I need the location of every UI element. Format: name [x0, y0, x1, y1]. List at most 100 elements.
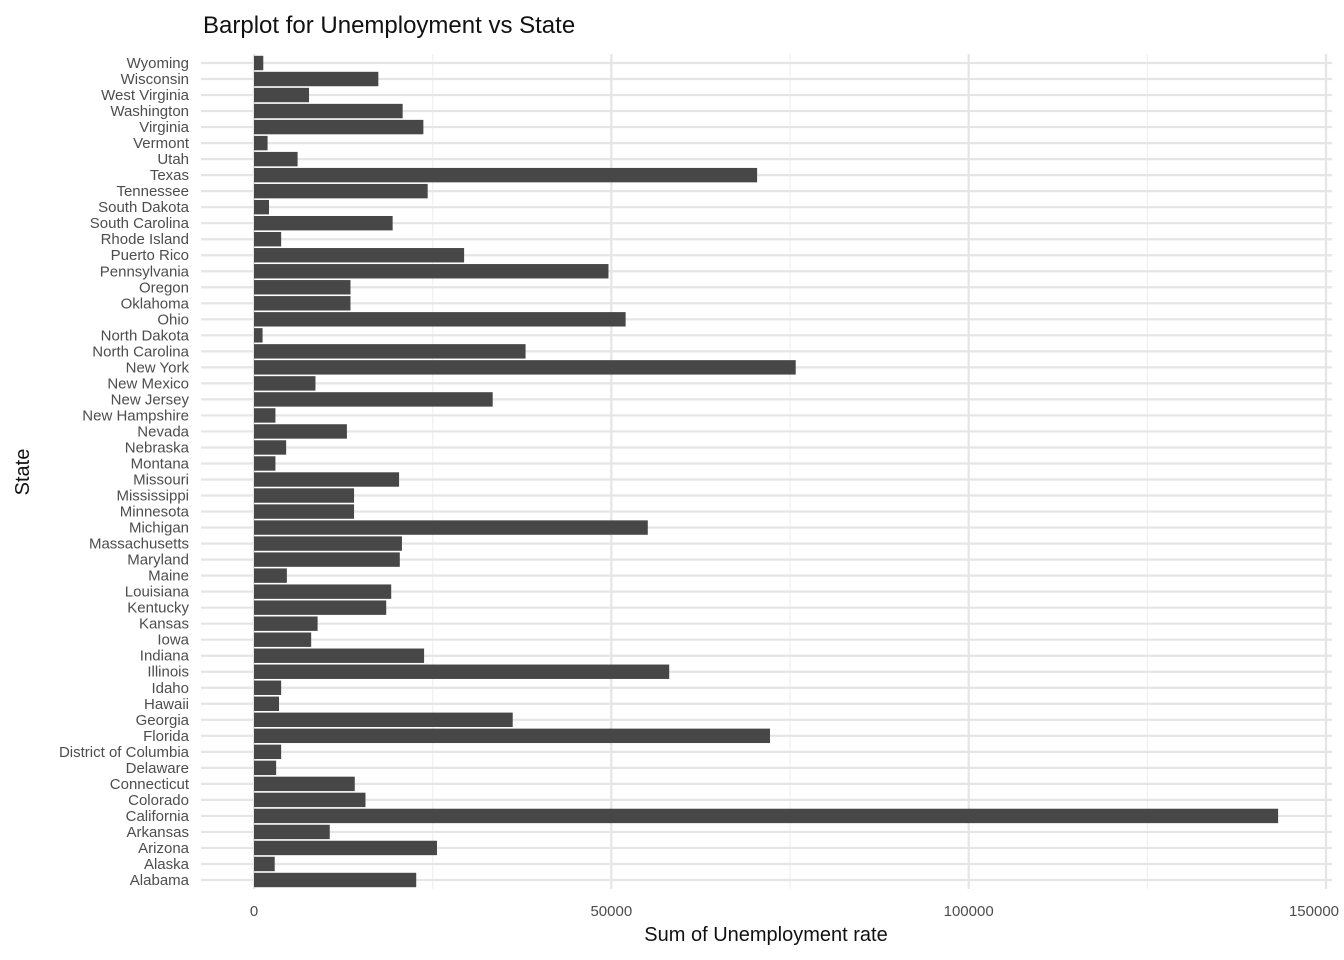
bar-alabama	[254, 872, 417, 888]
y-tick-label: Kansas	[139, 616, 189, 633]
bar-ohio	[254, 312, 626, 327]
y-tick-label: Washington	[110, 103, 189, 120]
y-tick-label: South Carolina	[90, 215, 190, 232]
y-tick-label: Massachusetts	[89, 536, 189, 553]
bar-pennsylvania	[254, 264, 609, 279]
bar-florida	[254, 728, 770, 744]
bar-oregon	[254, 280, 351, 295]
bar-kansas	[254, 616, 318, 631]
y-tick-label: Maryland	[127, 552, 189, 569]
y-tick-label: Florida	[143, 728, 190, 745]
y-tick-label: Indiana	[140, 648, 190, 665]
bar-illinois	[254, 664, 670, 679]
y-tick-label: North Dakota	[101, 327, 190, 344]
x-tick-label: 150000	[1289, 903, 1339, 920]
y-tick-label: Virginia	[139, 119, 189, 136]
bar-district-of-columbia	[254, 744, 282, 760]
bar-wisconsin	[254, 71, 379, 87]
y-tick-labels: AlabamaAlaskaArizonaArkansasCaliforniaCo…	[59, 55, 190, 889]
bar-new-jersey	[254, 392, 493, 407]
bar-west-virginia	[254, 87, 310, 103]
bar-delaware	[254, 760, 277, 776]
y-tick-label: Ohio	[157, 311, 189, 328]
bar-north-carolina	[254, 344, 526, 359]
y-tick-label: Idaho	[151, 680, 189, 697]
bar-maine	[254, 568, 287, 583]
y-tick-label: North Carolina	[92, 343, 189, 360]
bar-arizona	[254, 840, 437, 856]
bar-montana	[254, 456, 276, 471]
y-tick-label: Arkansas	[126, 824, 189, 841]
bar-south-carolina	[254, 215, 393, 231]
y-tick-label: Hawaii	[144, 696, 189, 713]
bar-hawaii	[254, 696, 280, 711]
y-tick-label: New Mexico	[107, 375, 189, 392]
y-tick-label: Wisconsin	[121, 71, 189, 88]
y-tick-label: Vermont	[133, 135, 190, 152]
bar-idaho	[254, 680, 282, 695]
y-tick-label: Mississippi	[116, 488, 189, 505]
y-tick-label: Nebraska	[125, 439, 190, 456]
x-axis-title: Sum of Unemployment rate	[644, 924, 887, 946]
y-tick-label: Alabama	[130, 872, 190, 889]
y-tick-label: Delaware	[126, 760, 189, 777]
bar-south-dakota	[254, 199, 270, 215]
bar-tennessee	[254, 183, 428, 199]
y-tick-label: District of Columbia	[59, 744, 190, 761]
bar-minnesota	[254, 504, 355, 519]
bar-connecticut	[254, 776, 355, 792]
y-tick-label: Missouri	[133, 472, 189, 489]
y-tick-label: Oklahoma	[121, 295, 190, 312]
y-tick-label: Kentucky	[127, 600, 189, 617]
bar-washington	[254, 103, 403, 119]
y-tick-label: Colorado	[128, 792, 189, 809]
y-tick-label: California	[126, 808, 190, 825]
x-tick-label: 0	[250, 903, 258, 920]
bar-new-hampshire	[254, 408, 276, 423]
y-tick-label: Nevada	[137, 423, 189, 440]
y-tick-label: West Virginia	[101, 87, 189, 104]
bar-texas	[254, 167, 758, 183]
y-tick-label: Michigan	[129, 520, 189, 537]
y-tick-label: Louisiana	[125, 584, 190, 601]
y-tick-label: Connecticut	[110, 776, 190, 793]
bar-vermont	[254, 135, 268, 151]
y-tick-label: New Hampshire	[82, 407, 189, 424]
bar-indiana	[254, 648, 425, 663]
bar-iowa	[254, 632, 312, 647]
bar-mississippi	[254, 488, 355, 503]
y-tick-label: Puerto Rico	[111, 247, 189, 264]
x-tick-labels: 0 50000 100000 150000	[250, 903, 1339, 920]
bar-michigan	[254, 520, 648, 535]
bar-louisiana	[254, 584, 392, 599]
y-tick-label: New Jersey	[111, 391, 190, 408]
bar-virginia	[254, 119, 424, 135]
bar-maryland	[254, 552, 400, 567]
bar-nevada	[254, 424, 347, 439]
bars	[254, 55, 1279, 888]
y-tick-label: Pennsylvania	[100, 263, 190, 280]
bar-rhode-island	[254, 232, 282, 247]
bar-nebraska	[254, 440, 287, 455]
bar-puerto-rico	[254, 248, 465, 263]
y-tick-label: South Dakota	[98, 199, 190, 216]
y-tick-label: New York	[126, 359, 190, 376]
y-tick-label: Arizona	[138, 840, 190, 857]
y-tick-label: Georgia	[136, 712, 190, 729]
bar-wyoming	[254, 55, 264, 71]
x-tick-label: 100000	[944, 903, 994, 920]
bar-north-dakota	[254, 328, 263, 343]
bar-massachusetts	[254, 536, 402, 551]
bar-colorado	[254, 792, 366, 808]
y-axis-title: State	[12, 449, 34, 496]
bar-arkansas	[254, 824, 330, 840]
bar-georgia	[254, 712, 513, 728]
y-tick-label: Tennessee	[116, 183, 189, 200]
bar-new-mexico	[254, 376, 316, 391]
bar-california	[254, 808, 1279, 824]
y-tick-label: Maine	[148, 568, 189, 585]
bar-kentucky	[254, 600, 387, 615]
bar-missouri	[254, 472, 400, 487]
